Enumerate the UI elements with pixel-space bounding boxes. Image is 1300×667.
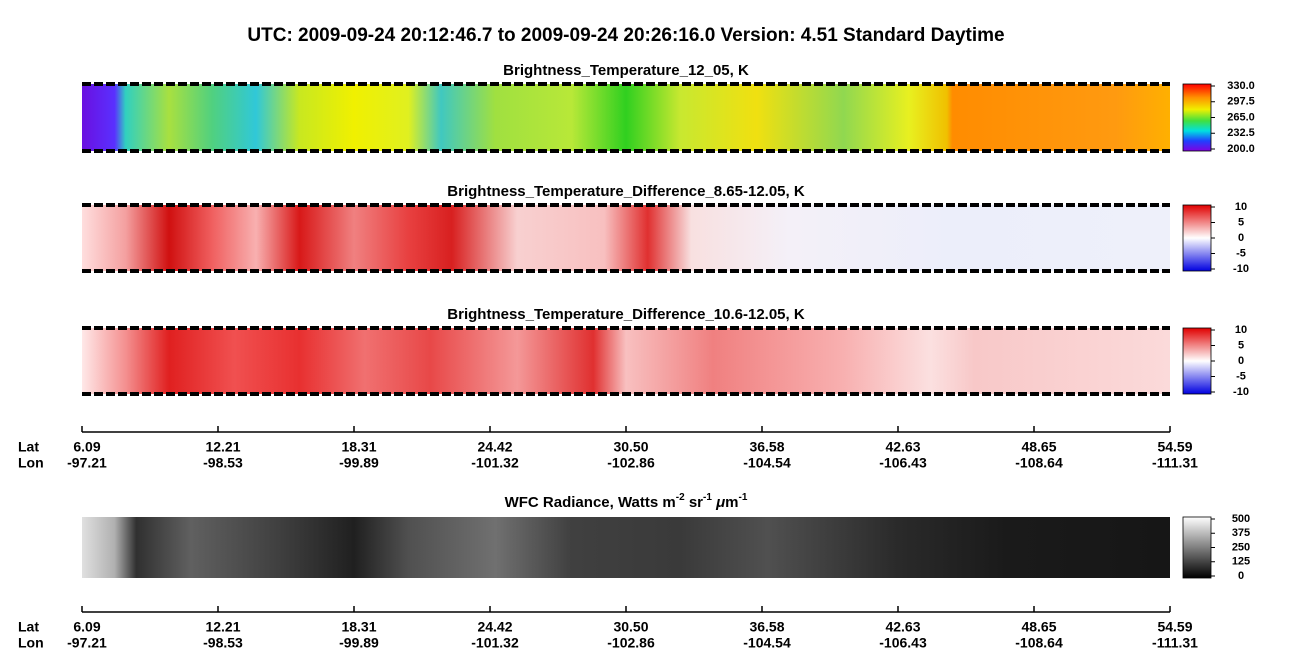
colorbar-label: 375 — [1232, 527, 1250, 539]
page-title: UTC: 2009-09-24 20:12:46.7 to 2009-09-24… — [247, 25, 1004, 46]
lat-label: 36.58 — [749, 439, 784, 455]
colorbar-label: 330.0 — [1227, 80, 1255, 92]
image-strip — [82, 205, 1170, 271]
lat-label: 12.21 — [205, 619, 240, 635]
colorbar-label: 10 — [1235, 324, 1247, 336]
colorbar — [1182, 327, 1212, 395]
lon-label: -111.31 — [1152, 635, 1198, 651]
image-strip — [82, 328, 1170, 394]
panels: Brightness_Temperature_12_05, K 330.0 297.… — [18, 62, 1255, 651]
panel-title: Brightness_Temperature_Difference_8.65-1… — [447, 183, 805, 200]
lon-label: -101.32 — [471, 455, 519, 471]
colorbar-label: 297.5 — [1227, 96, 1255, 108]
lon-label: -99.89 — [339, 455, 379, 471]
axis-row-label: Lat — [18, 439, 39, 455]
lon-label: -106.43 — [879, 455, 927, 471]
lat-label: 48.65 — [1021, 619, 1056, 635]
lat-label: 18.31 — [341, 619, 376, 635]
title-part: -2 — [676, 492, 685, 503]
lon-label: -111.31 — [1152, 455, 1198, 471]
colorbar-label: 250 — [1232, 541, 1250, 553]
lon-label: -102.86 — [607, 635, 655, 651]
image-strip — [82, 517, 1170, 578]
colorbar-label: 125 — [1232, 556, 1250, 568]
colorbar-label: -10 — [1233, 386, 1249, 398]
lat-label: 30.50 — [613, 439, 648, 455]
colorbar — [1182, 83, 1212, 152]
lon-label: -99.89 — [339, 635, 379, 651]
title-part: sr — [685, 494, 704, 511]
colorbar-label: 200.0 — [1227, 143, 1255, 155]
axis-row-label: Lon — [18, 635, 44, 651]
lat-label: 36.58 — [749, 619, 784, 635]
lat-label: 48.65 — [1021, 439, 1056, 455]
lat-label: 18.31 — [341, 439, 376, 455]
colorbar-label: -10 — [1233, 263, 1249, 275]
lat-label: 42.63 — [885, 439, 920, 455]
lon-label: -102.86 — [607, 455, 655, 471]
title-part: -1 — [703, 492, 712, 503]
colorbar-label: 232.5 — [1227, 127, 1255, 139]
lat-label: 24.42 — [477, 619, 512, 635]
lat-label: 6.09 — [73, 439, 100, 455]
lat-label: 6.09 — [73, 619, 100, 635]
lon-label: -108.64 — [1015, 635, 1063, 651]
lon-label: -108.64 — [1015, 455, 1063, 471]
lon-label: -101.32 — [471, 635, 519, 651]
lon-label: -98.53 — [203, 635, 243, 651]
title-part: WFC Radiance, Watts m — [505, 494, 676, 511]
lon-label: -106.43 — [879, 635, 927, 651]
lat-label: 12.21 — [205, 439, 240, 455]
colorbar-label: -5 — [1236, 247, 1246, 259]
colorbar-label: -5 — [1236, 370, 1246, 382]
lon-label: -104.54 — [743, 455, 791, 471]
colorbar-label: 5 — [1238, 339, 1244, 351]
colorbar-label: 0 — [1238, 355, 1244, 367]
lon-label: -104.54 — [743, 635, 791, 651]
title-part: m — [725, 494, 738, 511]
colorbar — [1182, 516, 1212, 579]
panel-title: Brightness_Temperature_Difference_10.6-1… — [447, 306, 805, 323]
lat-label: 42.63 — [885, 619, 920, 635]
lat-label: 24.42 — [477, 439, 512, 455]
colorbar-label: 10 — [1235, 201, 1247, 213]
panel-title: WFC Radiance, Watts m-2 sr-1 μm-1 — [505, 492, 748, 511]
title-part: -1 — [738, 492, 747, 503]
image-strip — [82, 84, 1170, 151]
lat-label: 54.59 — [1157, 439, 1192, 455]
lat-label: 54.59 — [1157, 619, 1192, 635]
colorbar-label: 0 — [1238, 570, 1244, 582]
axis-row-label: Lat — [18, 619, 39, 635]
lon-label: -98.53 — [203, 455, 243, 471]
colorbar-label: 265.0 — [1227, 111, 1255, 123]
colorbar — [1182, 204, 1212, 272]
colorbar-label: 500 — [1232, 513, 1250, 525]
lon-label: -97.21 — [67, 455, 107, 471]
title-part: μ — [712, 494, 725, 511]
lat-label: 30.50 — [613, 619, 648, 635]
axis-row-label: Lon — [18, 455, 44, 471]
lon-label: -97.21 — [67, 635, 107, 651]
colorbar-label: 0 — [1238, 232, 1244, 244]
colorbar-label: 5 — [1238, 216, 1244, 228]
panel-title: Brightness_Temperature_12_05, K — [503, 62, 749, 79]
